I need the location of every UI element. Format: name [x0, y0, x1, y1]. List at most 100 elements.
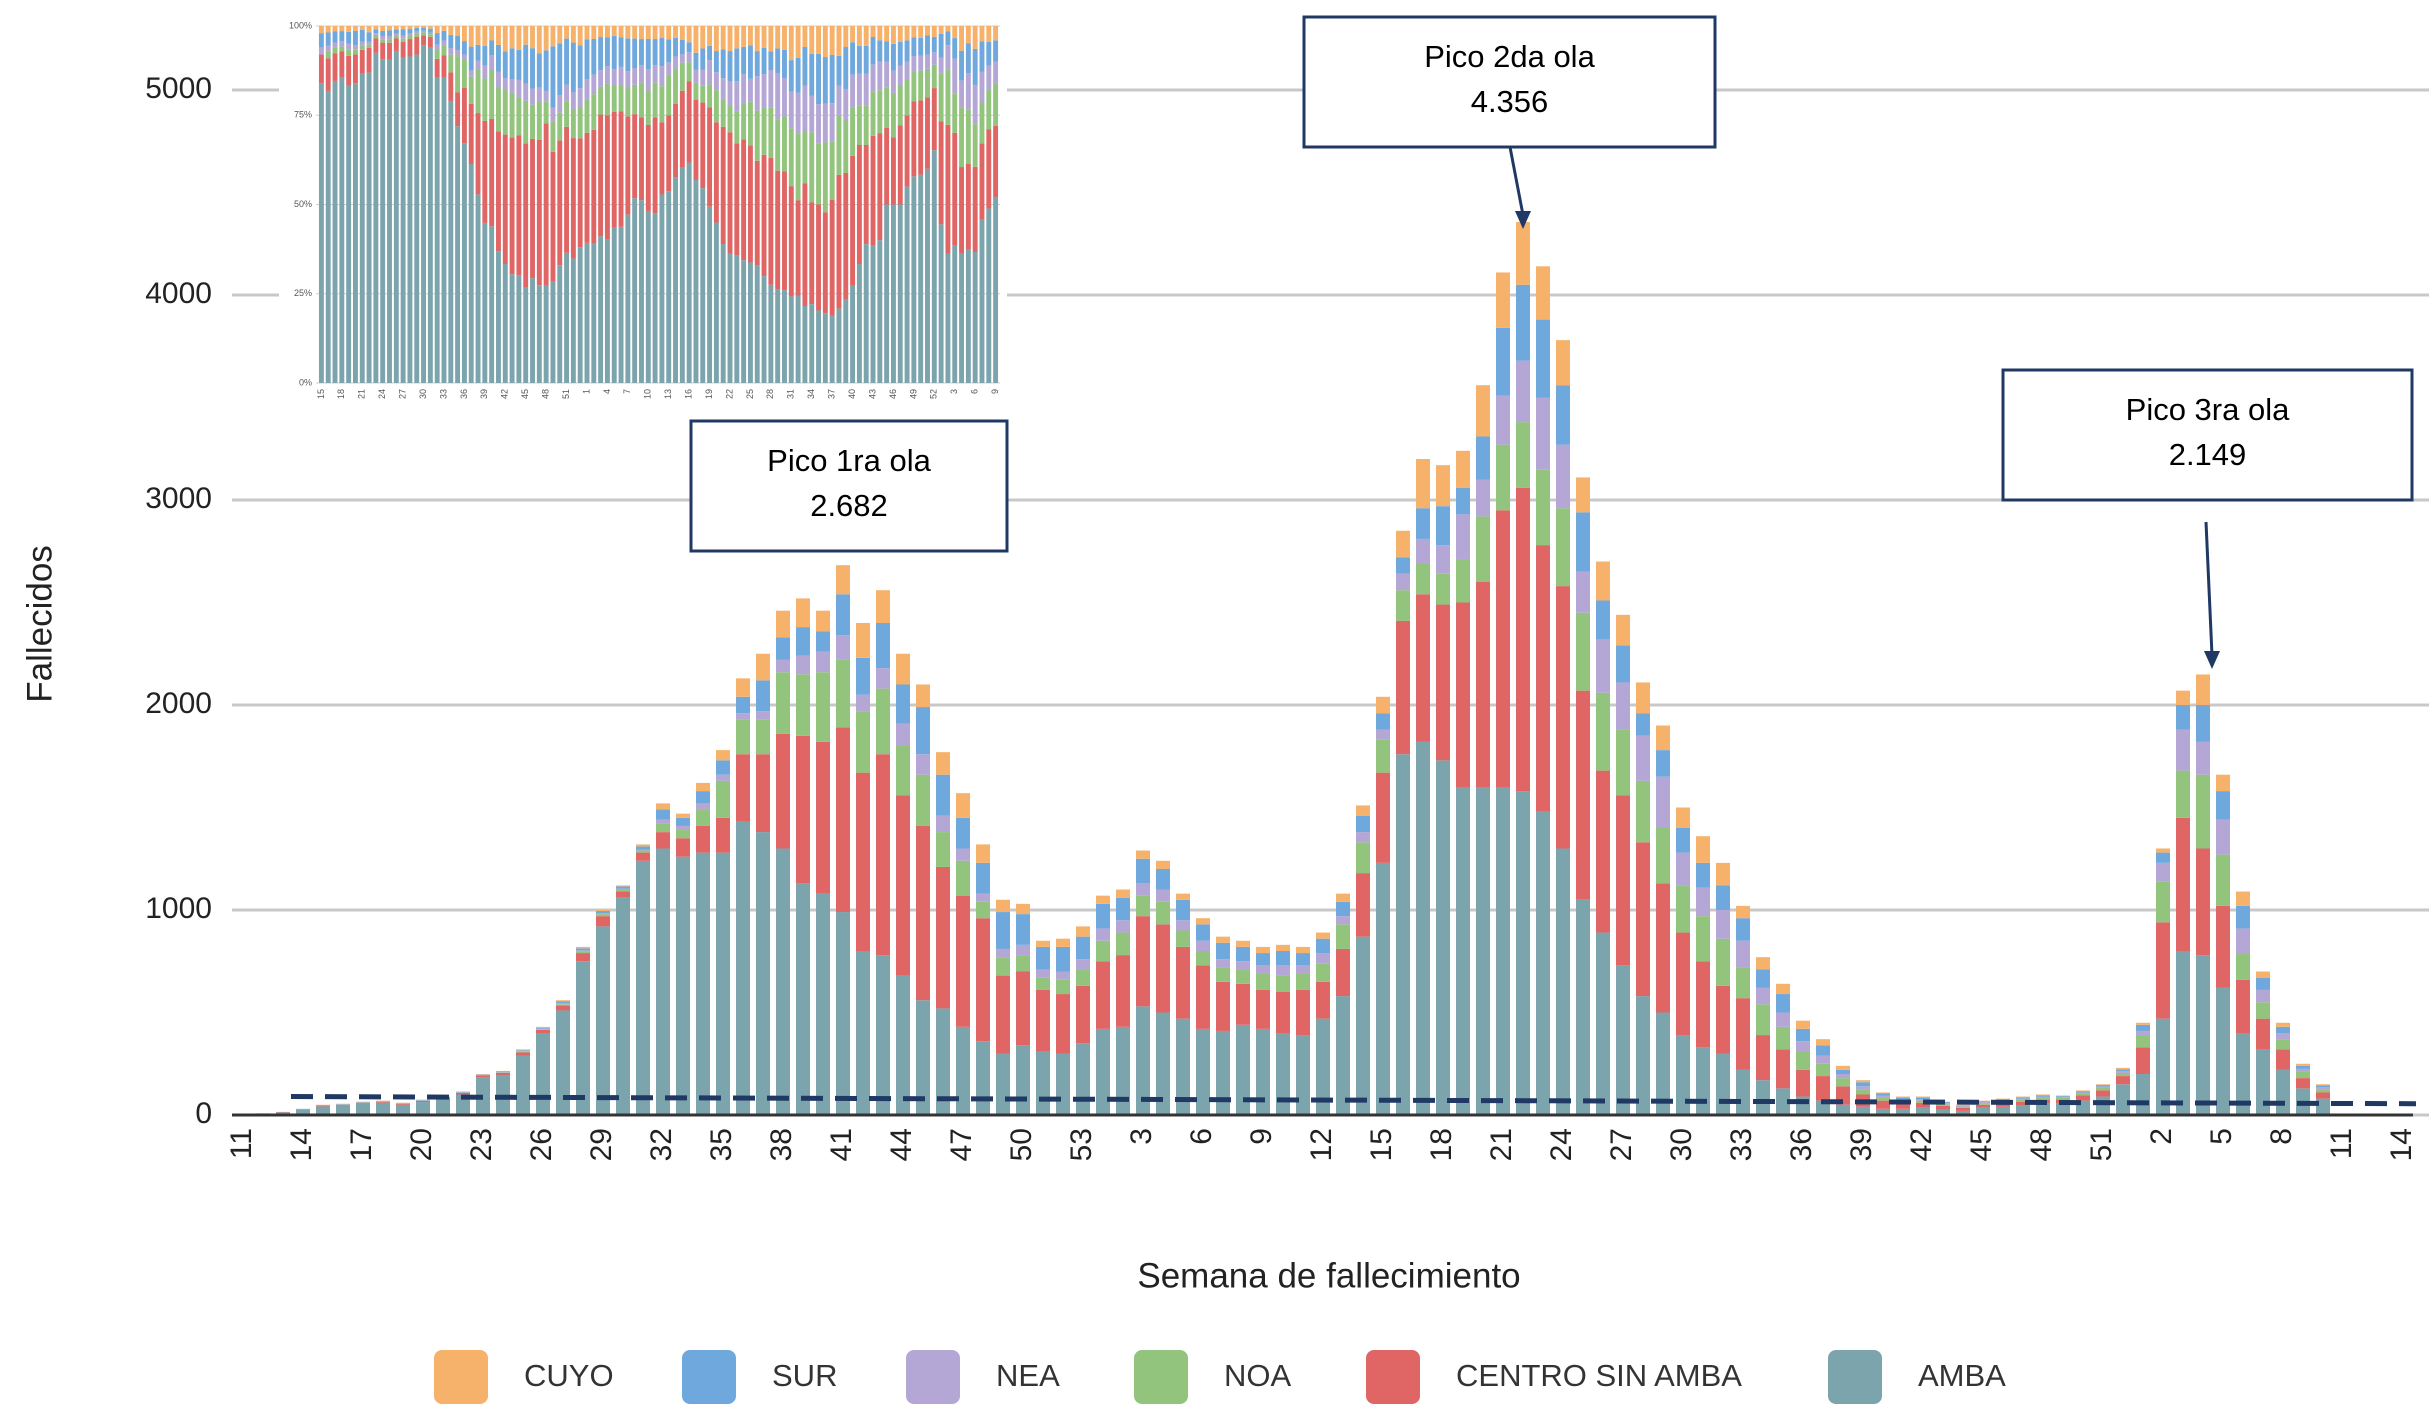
- bar-segment: [611, 85, 617, 112]
- bar-segment: [918, 70, 924, 101]
- bar-segment: [1056, 994, 1070, 1054]
- bar-segment: [550, 121, 556, 152]
- bar-segment: [965, 26, 971, 44]
- bar-segment: [516, 97, 522, 136]
- bar-segment: [625, 71, 631, 88]
- legend-label: NOA: [1224, 1358, 1292, 1393]
- bar-segment: [509, 48, 515, 79]
- bar-segment: [2276, 1069, 2290, 1115]
- bar-segment: [700, 85, 706, 103]
- bar-segment: [836, 659, 850, 728]
- bar-segment: [911, 101, 917, 177]
- bar-segment: [809, 304, 815, 383]
- bar-segment: [843, 47, 849, 89]
- bar-segment: [1676, 828, 1690, 853]
- bar-segment: [1696, 961, 1710, 1048]
- bar-segment: [2236, 1033, 2250, 1115]
- bar-segment: [652, 82, 658, 118]
- bar-segment: [468, 26, 474, 47]
- bar-segment: [2176, 690, 2190, 705]
- bar-segment: [456, 1092, 470, 1095]
- bar-segment: [1316, 932, 1330, 939]
- bar-segment: [916, 825, 930, 1001]
- bar-segment: [387, 30, 392, 37]
- bar-segment: [829, 54, 835, 104]
- bar-segment: [979, 26, 985, 42]
- bar-segment: [1696, 916, 1710, 962]
- bar-segment: [747, 262, 753, 383]
- bar-segment: [782, 290, 787, 383]
- bar-segment: [972, 124, 978, 167]
- bar-segment: [1976, 1107, 1990, 1115]
- bar-segment: [707, 26, 713, 46]
- bar-segment: [1176, 893, 1190, 900]
- bar-segment: [1536, 266, 1550, 320]
- bar-segment: [829, 103, 835, 142]
- bar-segment: [1876, 1100, 1890, 1109]
- annotation-arrowhead: [1515, 211, 1531, 229]
- bar-segment: [339, 46, 345, 52]
- bar-segment: [796, 674, 810, 736]
- x-tick-label: 37: [827, 389, 837, 399]
- bar-segment: [516, 135, 522, 276]
- x-tick-label: 12: [1305, 1128, 1338, 1161]
- bar-segment: [448, 100, 454, 383]
- bar-segment: [596, 916, 610, 927]
- bar-segment: [836, 115, 842, 175]
- bar-segment: [1636, 713, 1650, 736]
- bar-segment: [945, 69, 951, 125]
- bar-segment: [713, 72, 719, 91]
- bar-segment: [666, 115, 672, 192]
- bar-segment: [2276, 1026, 2290, 1033]
- bar-segment: [591, 94, 597, 130]
- bar-segment: [427, 26, 433, 29]
- bar-segment: [993, 26, 999, 41]
- bar-segment: [700, 102, 706, 189]
- bar-segment: [536, 101, 542, 140]
- x-tick-label: 6: [1185, 1128, 1218, 1145]
- bar-segment: [1076, 926, 1090, 937]
- bar-segment: [959, 167, 964, 254]
- bar-segment: [972, 251, 978, 383]
- bar-segment: [1456, 559, 1470, 603]
- bar-segment: [952, 93, 958, 133]
- bar-segment: [666, 191, 672, 383]
- bar-segment: [1176, 1018, 1190, 1115]
- x-tick-label: 52: [929, 389, 939, 399]
- bar-segment: [396, 1103, 410, 1105]
- bar-segment: [652, 117, 658, 214]
- bar-segment: [890, 70, 896, 93]
- bar-segment: [557, 140, 563, 266]
- bar-segment: [782, 116, 787, 172]
- bar-segment: [461, 26, 467, 42]
- bar-segment: [1816, 1063, 1830, 1077]
- bar-segment: [2236, 979, 2250, 1033]
- bar-segment: [604, 115, 610, 240]
- bar-segment: [897, 41, 903, 66]
- bar-segment: [496, 1072, 510, 1076]
- bar-segment: [856, 26, 862, 46]
- bar-segment: [918, 174, 924, 383]
- bar-segment: [938, 57, 944, 74]
- bar-segment: [414, 26, 420, 28]
- bar-segment: [346, 26, 352, 32]
- bar-segment: [1876, 1095, 1890, 1098]
- bar-segment: [1816, 1100, 1830, 1115]
- bar-segment: [1936, 1105, 1950, 1110]
- bar-segment: [332, 31, 338, 43]
- bar-segment: [1336, 948, 1350, 997]
- x-tick-label: 49: [908, 389, 918, 399]
- bar-segment: [2196, 955, 2210, 1115]
- x-tick-label: 17: [345, 1128, 378, 1161]
- bar-segment: [2096, 1087, 2110, 1091]
- bar-segment: [396, 1104, 410, 1115]
- bar-segment: [496, 44, 501, 72]
- bar-segment: [734, 111, 740, 144]
- bar-segment: [1516, 284, 1530, 361]
- bar-segment: [325, 26, 331, 33]
- bar-segment: [387, 39, 392, 43]
- bar-segment: [393, 50, 399, 383]
- bar-segment: [1816, 1055, 1830, 1064]
- bar-segment: [2096, 1096, 2110, 1115]
- bar-segment: [448, 26, 454, 35]
